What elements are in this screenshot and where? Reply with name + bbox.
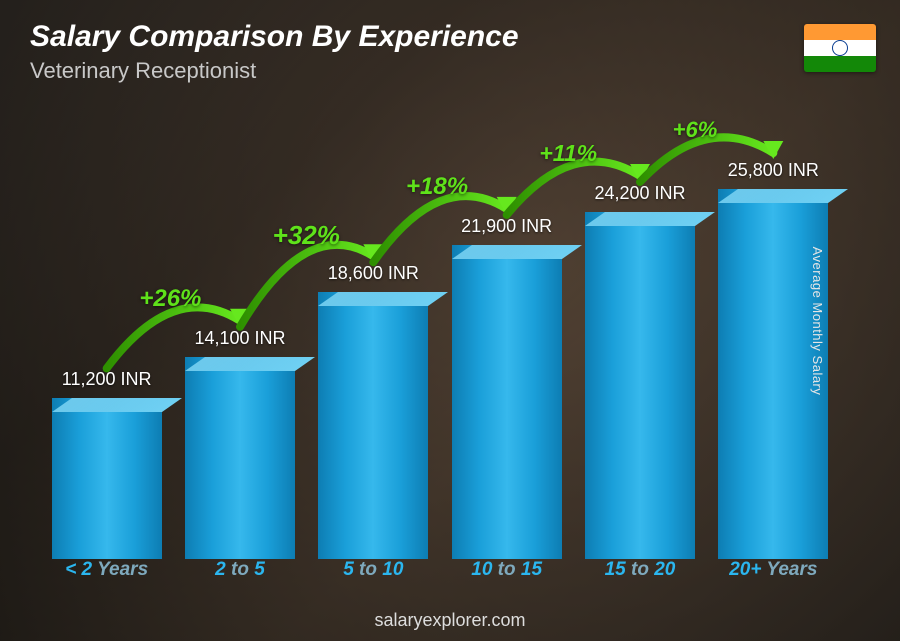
flag-band-middle	[804, 40, 876, 56]
bar-top	[452, 245, 582, 259]
bar-top	[185, 357, 315, 371]
x-label: 20+ Years	[711, 559, 836, 593]
bar-3: 21,900 INR	[444, 216, 569, 559]
country-flag-india	[804, 24, 876, 72]
increase-label: +26%	[139, 285, 201, 313]
bar-3d	[52, 398, 162, 559]
increase-label: +18%	[406, 173, 468, 201]
x-label: < 2 Years	[44, 559, 169, 593]
bar-1: 14,100 INR	[177, 328, 302, 559]
bar-3d	[318, 292, 428, 559]
footer-attribution: salaryexplorer.com	[0, 610, 900, 631]
salary-bar-chart: 11,200 INR 14,100 INR 18,600 INR 21,900 INR…	[30, 120, 850, 593]
bar-3d	[185, 357, 295, 559]
bar-4: 24,200 INR	[577, 183, 702, 559]
page-title: Salary Comparison By Experience	[30, 20, 519, 54]
bar-top	[718, 189, 848, 203]
bar-value-label: 11,200 INR	[62, 369, 152, 390]
bar-value-label: 25,800 INR	[728, 160, 819, 181]
increase-label: +11%	[539, 140, 597, 167]
y-axis-label: Average Monthly Salary	[810, 246, 825, 395]
bar-top	[318, 292, 448, 306]
flag-band-bottom	[804, 56, 876, 72]
infographic-stage: Salary Comparison By Experience Veterina…	[0, 0, 900, 641]
bar-value-label: 21,900 INR	[461, 216, 552, 237]
bar-value-label: 24,200 INR	[594, 183, 685, 204]
bar-front	[585, 212, 695, 559]
bar-0: 11,200 INR	[44, 369, 169, 559]
page-subtitle: Veterinary Receptionist	[30, 58, 519, 84]
bar-value-label: 14,100 INR	[194, 328, 285, 349]
increase-label: +32%	[273, 220, 340, 251]
bar-top	[52, 398, 182, 412]
x-label: 15 to 20	[577, 559, 702, 593]
x-label: 5 to 10	[311, 559, 436, 593]
bar-value-label: 18,600 INR	[328, 263, 419, 284]
bar-3d	[585, 212, 695, 559]
increase-label: +6%	[673, 117, 718, 143]
bar-2: 18,600 INR	[311, 263, 436, 559]
ashoka-chakra-icon	[832, 40, 848, 56]
bar-3d	[452, 245, 562, 559]
bar-front	[52, 398, 162, 559]
title-block: Salary Comparison By Experience Veterina…	[30, 20, 519, 84]
x-label: 2 to 5	[177, 559, 302, 593]
bar-front	[318, 292, 428, 559]
x-axis-labels: < 2 Years2 to 5 5 to 1010 to 1515 to 20 20…	[30, 559, 850, 593]
bar-front	[185, 357, 295, 559]
x-label: 10 to 15	[444, 559, 569, 593]
bar-top	[585, 212, 715, 226]
bar-front	[452, 245, 562, 559]
flag-band-top	[804, 24, 876, 40]
